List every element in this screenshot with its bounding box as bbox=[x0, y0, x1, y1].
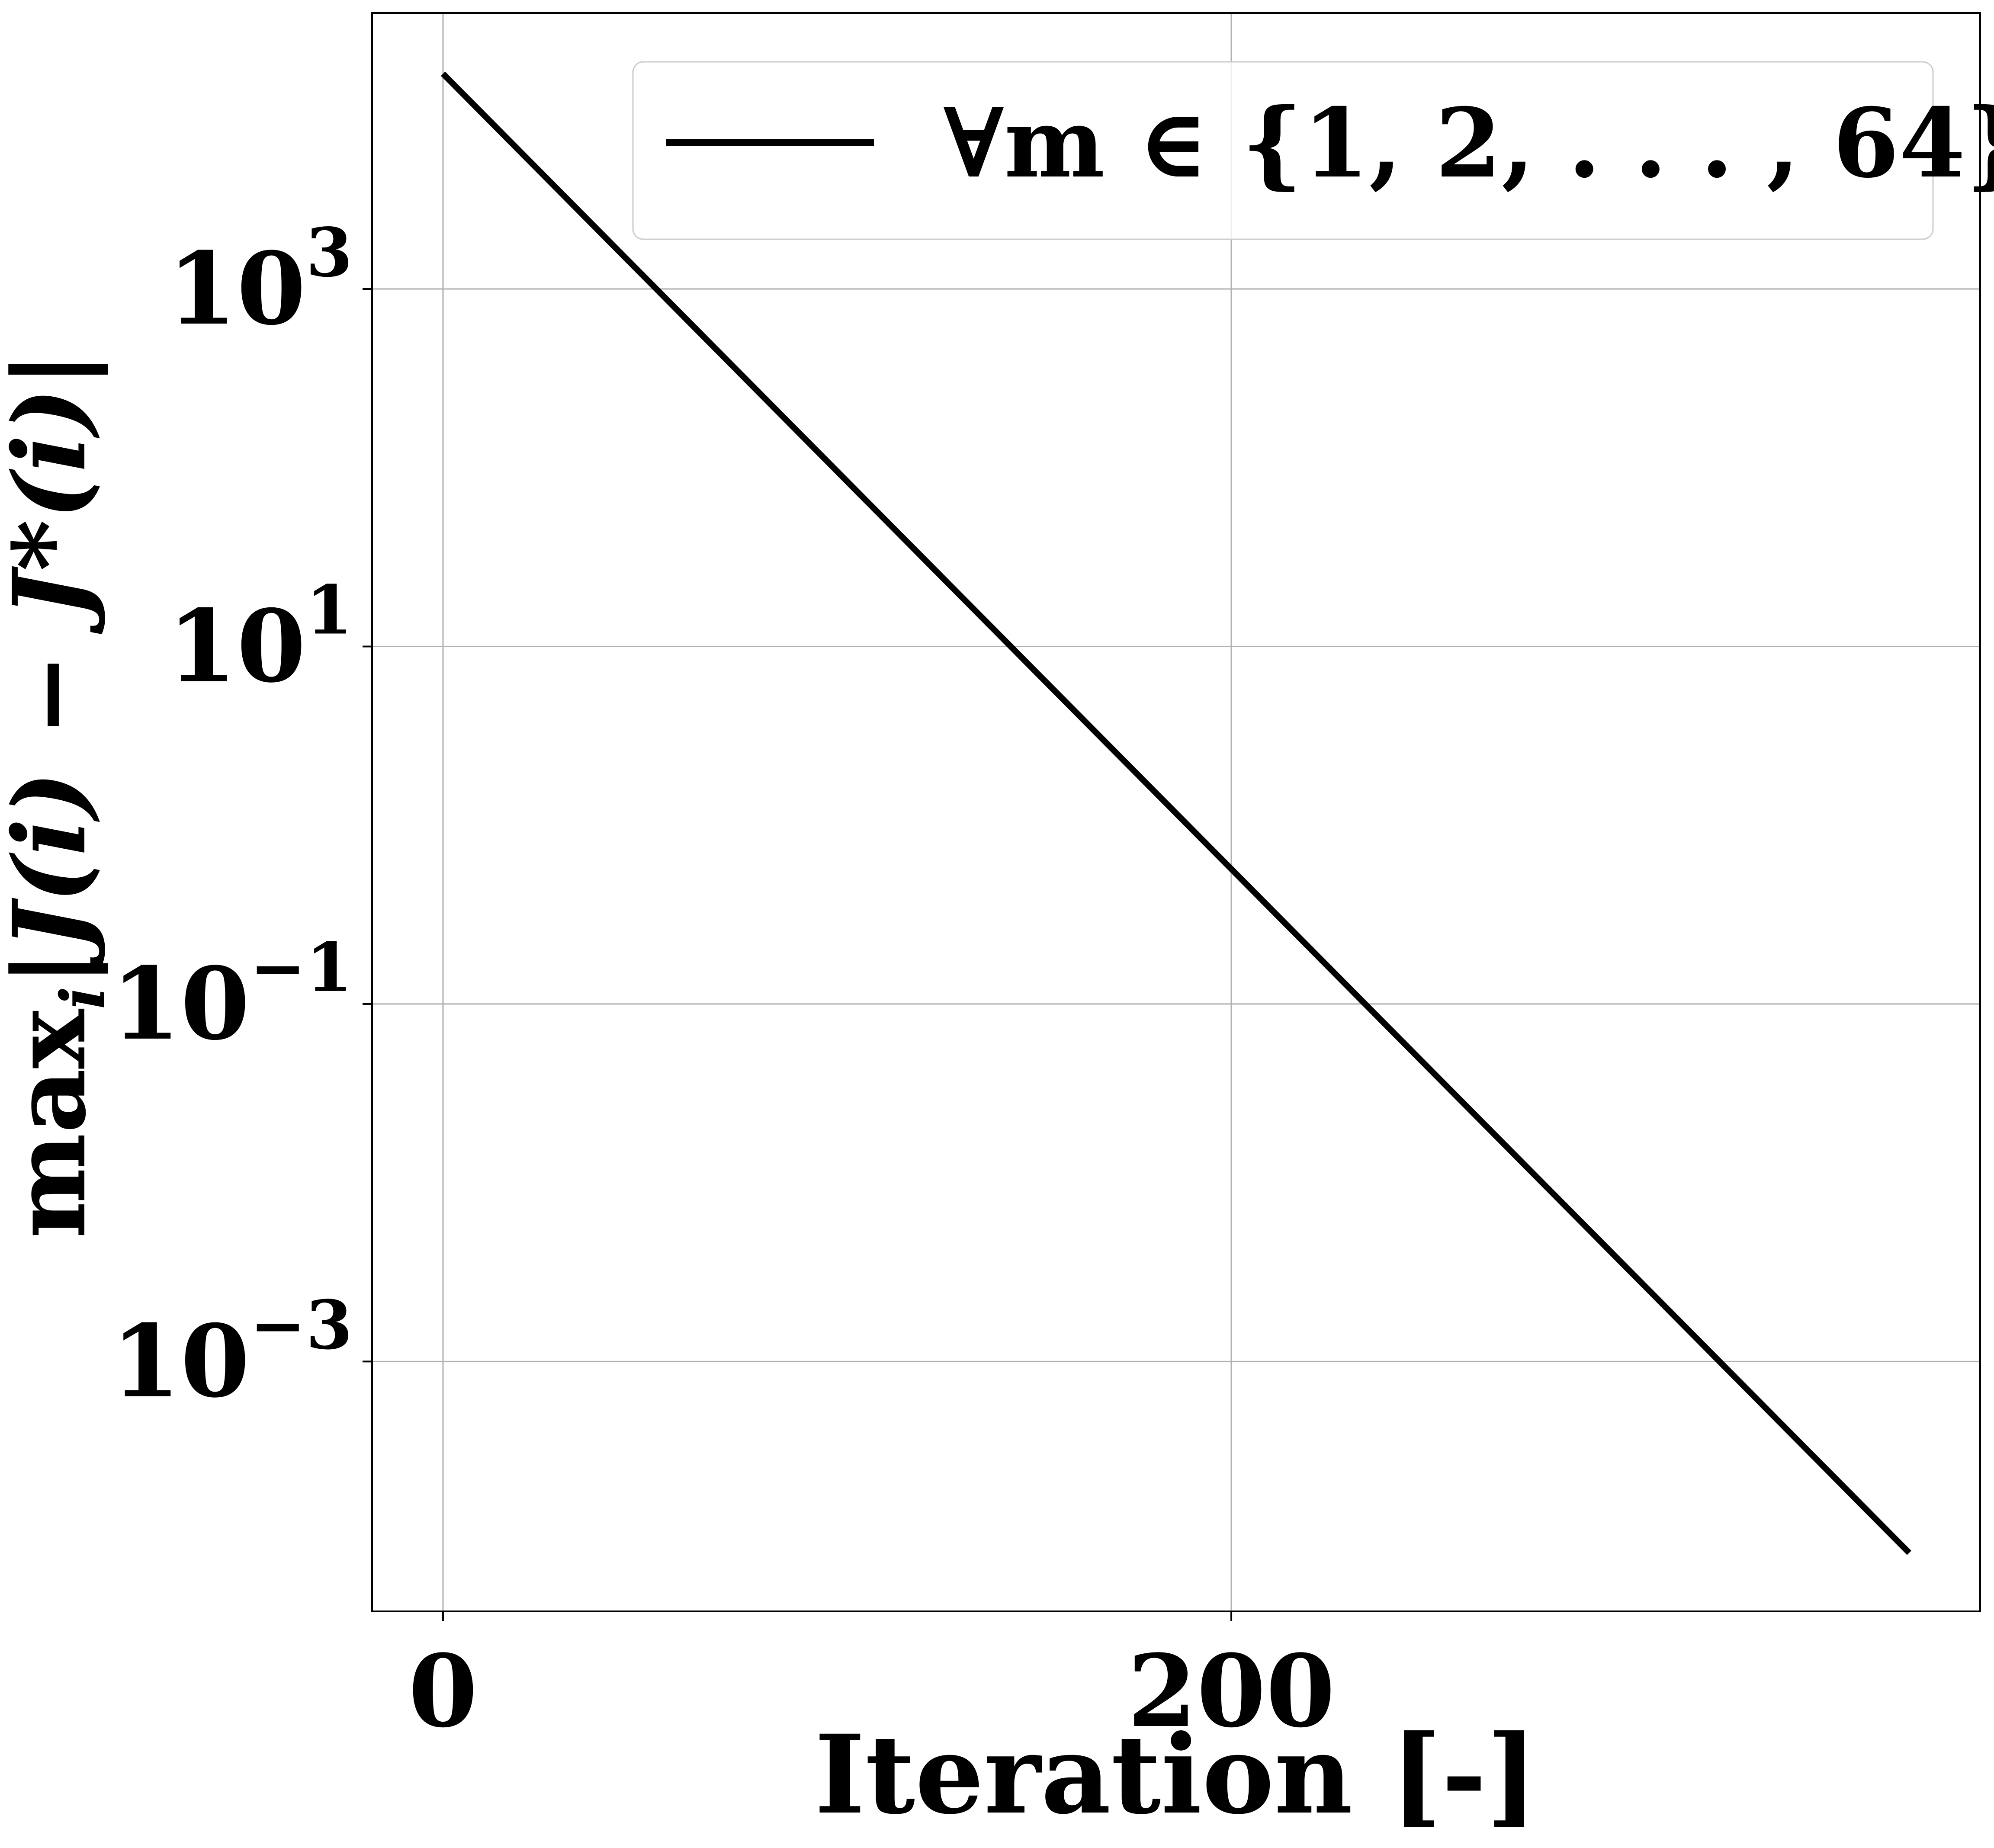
x-axis-label: Iteration [-] bbox=[815, 1711, 1538, 1838]
y-axis-label-body: |J(i) − J*(i)| bbox=[0, 351, 108, 986]
y-tick-label: 10−1 bbox=[111, 928, 353, 1062]
x-tick-label: 200 bbox=[1127, 1633, 1335, 1750]
y-axis-label: maxi|J(i) − J*(i)| bbox=[0, 351, 119, 1238]
series-layer bbox=[441, 71, 1911, 1555]
y-tick-label: 103 bbox=[167, 213, 353, 347]
legend-box bbox=[632, 61, 1934, 240]
x-tick-label: 0 bbox=[408, 1633, 478, 1750]
y-axis-label-subscript: i bbox=[48, 986, 119, 1009]
plot-area-frame bbox=[371, 12, 1981, 1612]
y-tick-label: 10−3 bbox=[111, 1285, 353, 1420]
tick-labels: 0 200 103 101 10−1 10−3 bbox=[111, 213, 1335, 1750]
grid bbox=[372, 13, 1980, 1611]
legend-label: ∀m ∈ {1, 2, . . . , 64} bbox=[943, 87, 1994, 199]
series-line bbox=[441, 71, 1911, 1555]
legend: ∀m ∈ {1, 2, . . . , 64} bbox=[632, 61, 1994, 240]
y-axis-label-prefix: max bbox=[0, 1009, 108, 1238]
y-tick-label: 101 bbox=[167, 570, 353, 705]
